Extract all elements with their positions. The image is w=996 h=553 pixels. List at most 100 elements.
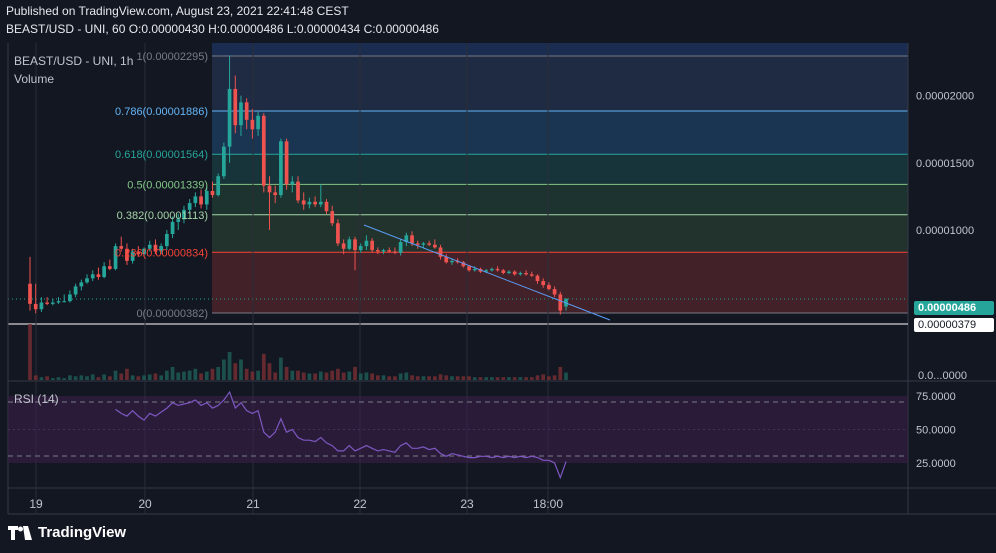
candle-body bbox=[170, 221, 175, 235]
volume-bar bbox=[461, 376, 466, 380]
volume-bar bbox=[227, 352, 232, 380]
candle-body bbox=[358, 246, 363, 251]
volume-legend[interactable]: Volume bbox=[14, 72, 55, 86]
tradingview-logo[interactable]: TradingView bbox=[8, 524, 126, 541]
volume-bar bbox=[39, 377, 44, 380]
volume-bar bbox=[256, 370, 260, 380]
volume-bar bbox=[136, 376, 141, 380]
volume-bar bbox=[472, 377, 477, 380]
volume-bar bbox=[68, 375, 72, 380]
volume-bar bbox=[313, 373, 317, 380]
candle-body bbox=[529, 274, 534, 276]
volume-bar bbox=[73, 376, 78, 380]
volume-bar bbox=[187, 370, 192, 380]
candle-body bbox=[39, 302, 44, 310]
candle-body bbox=[547, 285, 551, 290]
candle-body bbox=[484, 270, 489, 272]
fib-level-label: 0.618(0.00001564) bbox=[115, 149, 208, 161]
last-price-tag: 0.00000486 bbox=[914, 301, 994, 315]
volume-bar bbox=[490, 377, 494, 380]
candle-body bbox=[461, 262, 466, 267]
fib-band bbox=[212, 154, 908, 185]
rsi-legend[interactable]: RSI (14) bbox=[14, 392, 59, 406]
volume-bar bbox=[318, 371, 323, 380]
candle-body bbox=[296, 181, 300, 201]
time-tick-label: 19 bbox=[29, 497, 43, 511]
candle-body bbox=[324, 201, 329, 212]
volume-bar bbox=[518, 377, 523, 380]
fib-level-label: 0(0.00000382) bbox=[136, 308, 208, 320]
volume-bar bbox=[478, 377, 483, 380]
candle-body bbox=[444, 256, 449, 263]
candle-body bbox=[204, 191, 209, 205]
candle-body bbox=[90, 274, 95, 279]
mark-price-tag: 0.00000379 bbox=[914, 318, 994, 332]
candle-body bbox=[239, 102, 243, 126]
rsi-tick-label: 25.0000 bbox=[916, 458, 956, 470]
volume-bar bbox=[467, 376, 471, 380]
volume-bar bbox=[501, 377, 506, 380]
volume-bar bbox=[296, 370, 300, 380]
candle-body bbox=[142, 248, 146, 255]
volume-bar bbox=[204, 371, 209, 380]
volume-bar bbox=[330, 370, 335, 380]
volume-bar bbox=[290, 370, 295, 380]
volume-bar bbox=[193, 368, 198, 380]
candle-body bbox=[193, 196, 198, 204]
volume-bar bbox=[159, 375, 164, 380]
volume-bar bbox=[233, 363, 238, 380]
volume-bar bbox=[130, 375, 135, 380]
candle-body bbox=[313, 201, 317, 205]
symbol-legend[interactable]: BEAST/USD - UNI, 1h bbox=[14, 54, 134, 68]
candle-body bbox=[199, 196, 203, 205]
candle-body bbox=[222, 146, 226, 177]
volume-bar bbox=[512, 377, 517, 380]
candle-body bbox=[153, 244, 158, 252]
candle-body bbox=[330, 211, 335, 224]
volume-bar bbox=[484, 377, 489, 380]
volume-bar bbox=[564, 372, 568, 380]
candle-body bbox=[45, 302, 49, 304]
volume-bar bbox=[125, 368, 129, 380]
volume-bar bbox=[176, 372, 181, 380]
candle-body bbox=[159, 246, 164, 252]
volume-bar bbox=[524, 377, 528, 380]
candle-body bbox=[256, 115, 260, 130]
candle-body bbox=[250, 119, 255, 130]
candle-body bbox=[398, 242, 403, 253]
time-tick-label: 20 bbox=[138, 497, 152, 511]
publish-info: Published on TradingView.com, August 23,… bbox=[6, 4, 349, 18]
rsi-tick-label: 50.0000 bbox=[916, 425, 956, 437]
volume-bar bbox=[170, 366, 175, 380]
trend-line bbox=[363, 224, 611, 321]
fib-band bbox=[212, 56, 908, 111]
volume-bar bbox=[222, 359, 226, 380]
volume-bar bbox=[45, 376, 49, 380]
candle-body bbox=[472, 268, 477, 271]
candle-body bbox=[364, 240, 369, 247]
volume-bar bbox=[85, 376, 89, 380]
candle-body bbox=[28, 283, 32, 304]
fib-bands bbox=[212, 43, 908, 314]
volume-bar bbox=[444, 375, 449, 380]
ohlc-readout: BEAST/USD - UNI, 60 O:0.00000430 H:0.000… bbox=[6, 22, 439, 36]
fib-band bbox=[212, 214, 908, 253]
candle-body bbox=[233, 88, 238, 126]
fib-level-label: 0.786(0.00001886) bbox=[115, 106, 208, 118]
candle-body bbox=[147, 244, 152, 249]
candle-body bbox=[96, 274, 101, 277]
volume-bar bbox=[273, 372, 278, 380]
volume-bar bbox=[210, 368, 215, 380]
candle-body bbox=[427, 243, 432, 245]
volume-bar bbox=[495, 377, 500, 380]
candle-body bbox=[279, 141, 283, 196]
volume-bar bbox=[50, 378, 55, 380]
volume-bar bbox=[28, 324, 32, 380]
volume-bar bbox=[182, 371, 186, 380]
candle-body bbox=[119, 246, 124, 249]
volume-bar bbox=[142, 375, 146, 380]
candle-body bbox=[210, 191, 215, 196]
candle-body bbox=[524, 272, 528, 275]
axes: 19 20 21 22 23 18:00 0.00002000 0.00001500 0.000… bbox=[29, 91, 974, 511]
